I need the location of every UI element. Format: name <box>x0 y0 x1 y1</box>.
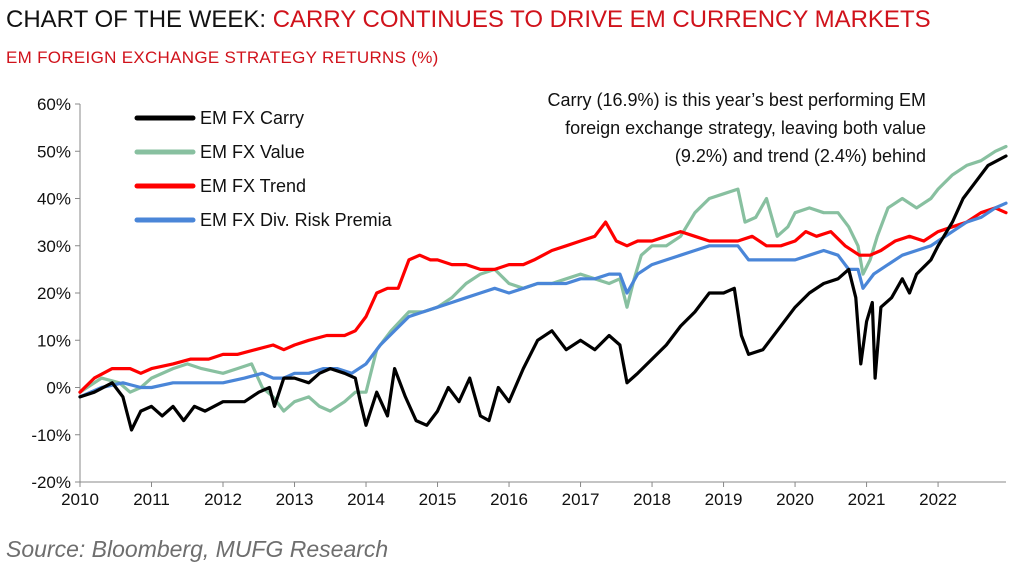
chart-subtitle: EM FOREIGN EXCHANGE STRATEGY RETURNS (%) <box>6 48 439 67</box>
x-tick-label: 2022 <box>919 490 957 509</box>
annotation-line: foreign exchange strategy, leaving both … <box>565 118 926 138</box>
source-note: Source: Bloomberg, MUFG Research <box>6 536 389 562</box>
x-tick-label: 2018 <box>633 490 671 509</box>
y-tick-label: -20% <box>31 473 71 492</box>
x-tick-label: 2015 <box>419 490 457 509</box>
x-tick-label: 2019 <box>705 490 743 509</box>
title-main: CARRY CONTINUES TO DRIVE EM CURRENCY MAR… <box>272 6 931 33</box>
x-tick-label: 2017 <box>562 490 600 509</box>
annotation-line: (9.2%) and trend (2.4%) behind <box>674 146 926 166</box>
legend-label: EM FX Trend <box>200 176 306 196</box>
page-title: CHART OF THE WEEK: CARRY CONTINUES TO DR… <box>6 6 931 34</box>
y-tick-label: 60% <box>37 95 71 114</box>
y-tick-label: 40% <box>37 190 71 209</box>
series-line <box>78 154 1008 432</box>
y-tick-label: 10% <box>37 331 71 350</box>
y-tick-label: 30% <box>37 237 71 256</box>
x-tick-label: 2020 <box>776 490 814 509</box>
x-tick-label: 2014 <box>347 490 385 509</box>
title-prefix: CHART OF THE WEEK: <box>6 6 273 33</box>
x-tick-label: 2012 <box>204 490 242 509</box>
x-tick-label: 2013 <box>276 490 314 509</box>
x-tick-label: 2010 <box>61 490 99 509</box>
legend-label: EM FX Value <box>200 142 305 162</box>
legend-label: EM FX Carry <box>200 108 304 128</box>
y-tick-label: 50% <box>37 142 71 161</box>
x-tick-label: 2011 <box>133 490 170 509</box>
y-tick-label: 20% <box>37 284 71 303</box>
y-tick-label: -10% <box>31 426 71 445</box>
series-line <box>78 201 1008 399</box>
annotation-line: Carry (16.9%) is this year’s best perfor… <box>547 90 926 110</box>
y-tick-label: 0% <box>46 379 71 398</box>
chart-annotation: Carry (16.9%) is this year’s best perfor… <box>456 86 926 170</box>
x-tick-label: 2016 <box>490 490 528 509</box>
legend-label: EM FX Div. Risk Premia <box>200 210 393 230</box>
series-line <box>78 206 1008 394</box>
x-tick-label: 2021 <box>848 490 886 509</box>
